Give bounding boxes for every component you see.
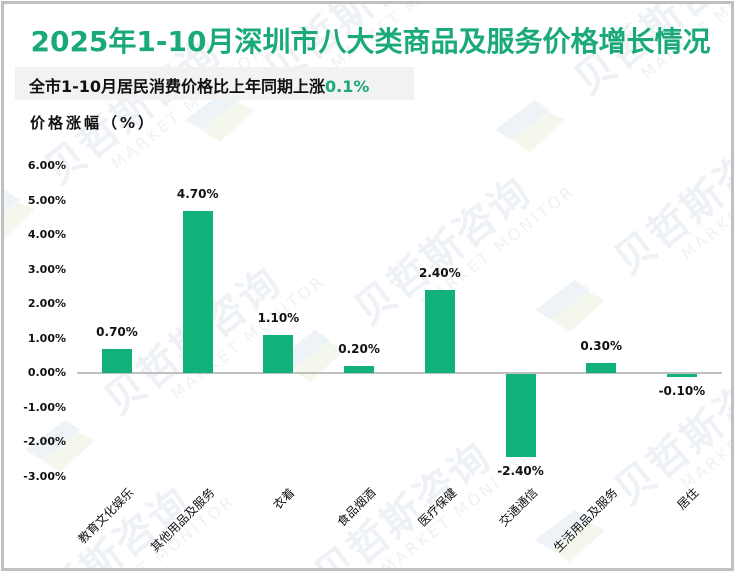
subtitle-prefix: 全市1-10月居民消费价格比上年同期上涨	[29, 77, 326, 96]
chart-frame: 贝哲斯咨询 MARKET MONITOR 贝哲斯咨询 MARKET MONITOR 贝哲…	[1, 1, 734, 571]
category-label: 衣着	[270, 485, 298, 513]
y-tick-label: -2.00%	[23, 435, 66, 448]
bar-value-label: 0.20%	[338, 342, 380, 357]
bar-value-label: -0.10%	[658, 384, 706, 399]
bar-value-label: -2.40%	[497, 463, 544, 478]
watermark-text-cn: 贝哲斯咨询	[306, 433, 500, 571]
bar-8	[666, 374, 697, 378]
watermark-text-en: MARKET MONITOR	[677, 361, 734, 494]
y-tick-label: -3.00%	[23, 469, 66, 483]
bar-value-label: 1.10%	[257, 311, 300, 326]
y-tick-label: 3.00%	[27, 262, 66, 276]
y-tick-label: -1.00%	[23, 400, 66, 414]
bar-value-label: 2.40%	[418, 266, 461, 281]
subtitle-box: 全市1-10月居民消费价格比上年同期上涨0.1%	[15, 67, 414, 100]
watermark-logo-icon	[495, 100, 565, 152]
category-label: 食品烟酒	[334, 485, 379, 530]
bar-value-label: 0.70%	[96, 324, 138, 339]
y-tick-label: 2.00%	[27, 297, 66, 310]
bar-3	[263, 335, 294, 373]
x-axis-baseline	[77, 372, 722, 374]
chart-title: 2025年1-10月深圳市八大类商品及服务价格增长情况	[30, 25, 711, 58]
bar-6	[505, 374, 536, 457]
bar-value-label: 4.70%	[176, 186, 219, 201]
y-tick-label: 0.00%	[27, 366, 66, 379]
category-label: 生活用品及服务	[551, 485, 621, 555]
category-label: 交通通信	[495, 485, 540, 530]
y-tick-label: 1.00%	[27, 331, 66, 345]
bar-4	[344, 366, 375, 373]
bar-value-label: 0.30%	[580, 338, 622, 353]
watermark-logo-icon	[535, 280, 605, 332]
bar-5	[424, 290, 455, 373]
bar-2	[182, 210, 213, 373]
category-label: 其他用品及服务	[147, 485, 218, 555]
bar-7	[586, 362, 617, 373]
y-tick-label: 4.00%	[27, 228, 66, 241]
bar-1	[102, 348, 132, 373]
y-tick-label: 6.00%	[27, 159, 66, 172]
watermark-text-cn: 贝哲斯咨询	[606, 118, 734, 285]
category-label: 教育文化娱乐	[75, 485, 137, 547]
watermark-text-en: MARKET MONITOR	[677, 131, 734, 264]
category-label: 居住	[674, 485, 702, 513]
subtitle-value: 0.1%	[325, 77, 370, 96]
y-axis-title: 价格涨幅（%）	[30, 114, 157, 132]
y-tick-label: 5.00%	[27, 193, 66, 207]
subtitle-text: 全市1-10月居民消费价格比上年同期上涨0.1%	[29, 73, 369, 97]
watermark-text-en: MARKET MONITOR	[107, 41, 269, 174]
category-label: 医疗保健	[415, 485, 460, 530]
